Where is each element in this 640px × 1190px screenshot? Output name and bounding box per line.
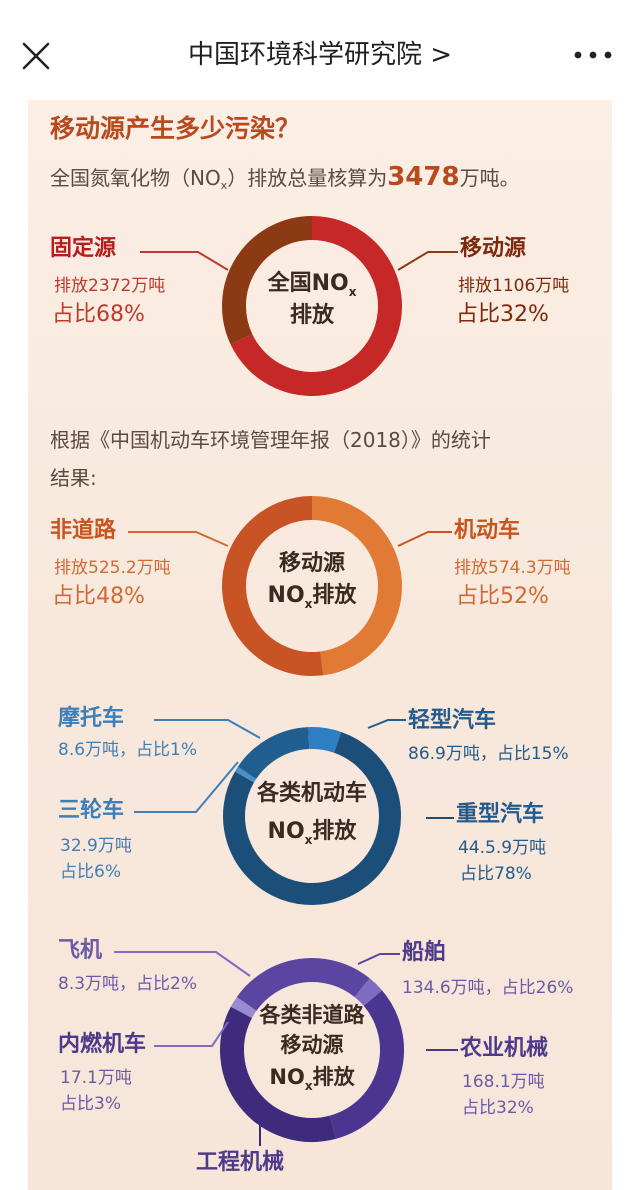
- label-mobile-source: 移动源: [460, 236, 527, 261]
- agri-machinery-share: 占比32%: [462, 1098, 534, 1118]
- donut-2-slice-1: [311, 496, 402, 676]
- locomotive-share: 占比3%: [60, 1094, 121, 1114]
- label-construction-machinery: 工程机械: [196, 1150, 285, 1175]
- donut-4-slice-4: [329, 990, 404, 1139]
- light-vehicle-info: 86.9万吨，占比15%: [408, 744, 569, 764]
- non-road-amount: 排放525.2万吨: [54, 558, 171, 578]
- agri-machinery-amount: 168.1万吨: [462, 1072, 545, 1092]
- more-button[interactable]: [568, 38, 620, 72]
- label-tricycle: 三轮车: [58, 798, 125, 823]
- close-button[interactable]: [14, 34, 58, 78]
- chart2-center-line2: NOx排放: [268, 582, 358, 611]
- chart3-center-line1: 各类机动车: [256, 780, 367, 806]
- infographic-image: 全国NOx 排放 移动源 NOx排放 各类机动车 NOx排放 各类非道路 移动源…: [28, 100, 612, 1190]
- motor-vehicle-share: 占比52%: [456, 584, 549, 609]
- donut-4-slice-1: [230, 996, 257, 1019]
- mobile-source-share: 占比32%: [456, 302, 549, 327]
- close-icon: [22, 42, 50, 70]
- donut-3-slice-3: [308, 727, 342, 753]
- label-ship: 船舶: [402, 940, 447, 965]
- label-non-road: 非道路: [50, 518, 117, 543]
- mobile-source-amount: 排放1106万吨: [458, 276, 570, 296]
- label-motorcycle: 摩托车: [58, 706, 125, 731]
- chart4-center-line2: 移动源: [281, 1033, 344, 1057]
- donut-3-slice-2: [237, 727, 310, 780]
- locomotive-amount: 17.1万吨: [60, 1068, 132, 1088]
- donut-4-slice-5: [220, 1006, 337, 1142]
- chart2-center-line1: 移动源: [279, 550, 345, 576]
- center-labels: 全国NOx 排放 移动源 NOx排放 各类机动车 NOx排放 各类非道路 移动源…: [256, 270, 367, 1093]
- motorcycle-info: 8.6万吨，占比1%: [58, 740, 198, 760]
- donut-3-slice-1: [234, 766, 257, 783]
- more-dots-icon: [574, 51, 612, 59]
- total-emission-sentence: 全国氮氧化物（NOx）排放总量核算为3478万吨。: [50, 162, 520, 192]
- label-agri-machinery: 农业机械: [460, 1036, 549, 1061]
- chart4-center-line1: 各类非道路: [259, 1003, 366, 1027]
- heavy-vehicle-amount: 44.5.9万吨: [458, 838, 547, 858]
- leader-lines: [114, 251, 458, 1146]
- label-fixed-source: 固定源: [50, 236, 117, 261]
- heavy-vehicle-share: 占比78%: [460, 864, 532, 884]
- ship-info: 134.6万吨，占比26%: [402, 978, 574, 998]
- report-note-line1: 根据《中国机动车环境管理年报（2018）》的统计: [50, 428, 491, 452]
- non-road-share: 占比48%: [52, 584, 145, 609]
- donut-4-slice-3: [354, 978, 383, 1007]
- aircraft-info: 8.3万吨，占比2%: [58, 974, 198, 994]
- donut-1-slice-2: [222, 216, 313, 345]
- label-motor-vehicle: 机动车: [454, 518, 521, 543]
- donut-4-slice-2: [236, 958, 370, 1012]
- label-light-vehicle: 轻型汽车: [408, 708, 497, 733]
- label-aircraft: 飞机: [58, 938, 103, 963]
- chart1-center-line1: 全国NOx: [267, 270, 357, 299]
- donut-1-slice-1: [230, 216, 402, 396]
- motor-vehicle-amount: 排放574.3万吨: [454, 558, 571, 578]
- label-locomotive: 内燃机车: [58, 1032, 147, 1057]
- fixed-source-share: 占比68%: [52, 302, 145, 327]
- section-heading: 移动源产生多少污染？: [50, 114, 301, 143]
- chart4-center-line3: NOx排放: [269, 1065, 355, 1093]
- chart1-center-line2: 排放: [290, 302, 335, 328]
- label-heavy-vehicle: 重型汽车: [456, 802, 545, 827]
- donut-charts: 全国NOx 排放 移动源 NOx排放 各类机动车 NOx排放 各类非道路 移动源…: [114, 216, 458, 1146]
- donut-2-slice-2: [222, 496, 324, 676]
- donut-3-slice-4: [223, 731, 401, 905]
- report-note-line2: 结果:: [50, 466, 97, 490]
- chart3-center-line2: NOx排放: [268, 818, 358, 847]
- tricycle-amount: 32.9万吨: [60, 836, 132, 856]
- fixed-source-amount: 排放2372万吨: [54, 276, 166, 296]
- page-title[interactable]: 中国环境科学研究院 >: [187, 40, 453, 70]
- top-bar: 中国环境科学研究院 >: [0, 0, 640, 100]
- tricycle-share: 占比6%: [60, 862, 121, 882]
